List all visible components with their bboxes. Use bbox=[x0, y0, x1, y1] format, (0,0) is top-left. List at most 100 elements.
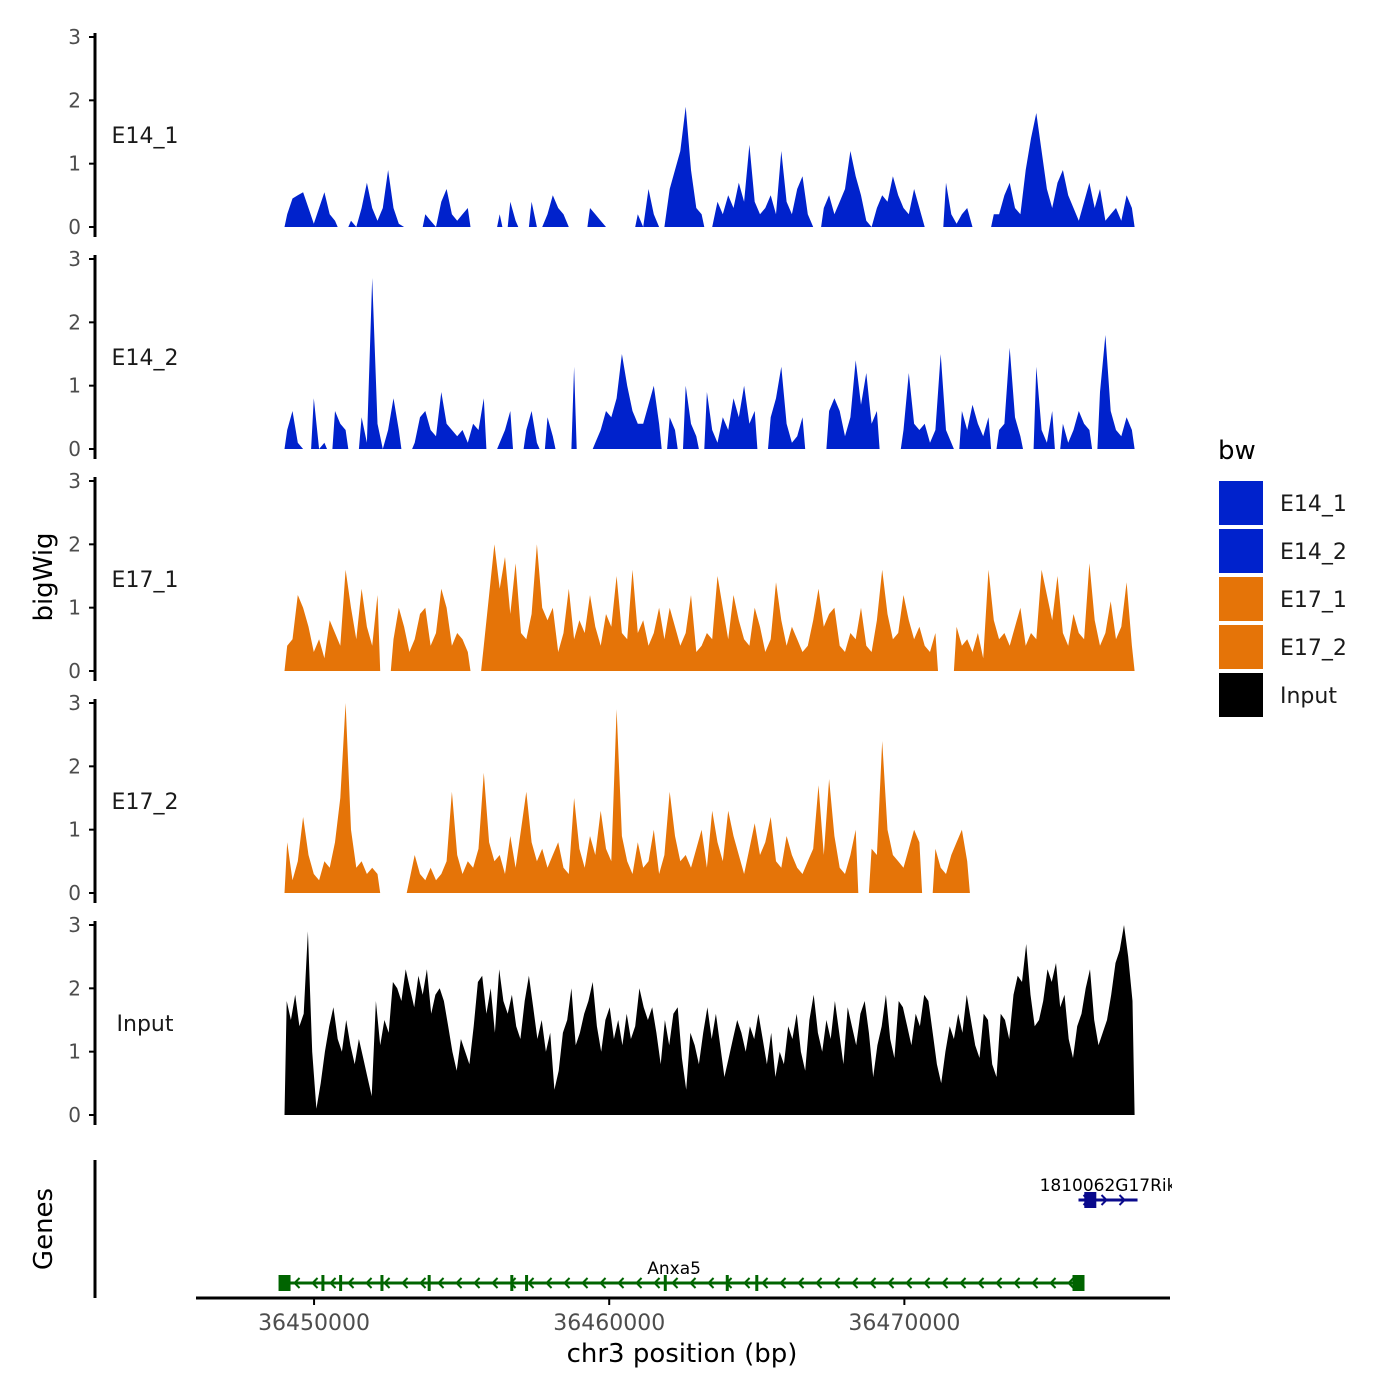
strand-arrow bbox=[617, 1277, 625, 1289]
strand-arrow bbox=[401, 1277, 409, 1289]
coverage-area-E17_1 bbox=[390, 588, 471, 671]
track-E14_1: 0 1 2 3 E14_1 bbox=[68, 25, 1135, 239]
coverage-area-E14_2 bbox=[592, 354, 662, 449]
strand-arrow bbox=[1013, 1277, 1021, 1289]
coverage-area-E14_2 bbox=[311, 398, 327, 449]
strand-arrow bbox=[905, 1277, 913, 1289]
exon-block bbox=[339, 1275, 343, 1291]
coverage-area-E14_2 bbox=[332, 411, 349, 449]
x-tick-label: 36460000 bbox=[553, 1311, 665, 1336]
coverage-area-E14_1 bbox=[284, 192, 338, 227]
y-tick-label: 1 bbox=[68, 596, 81, 620]
strand-arrow bbox=[347, 1277, 355, 1289]
strand-arrow bbox=[653, 1277, 661, 1289]
gene-1810062G17Rik: 1810062G17Rik bbox=[1040, 1176, 1177, 1208]
coverage-area-E14_2 bbox=[683, 385, 699, 449]
y-tick-label: 0 bbox=[68, 659, 81, 683]
track-label: E14_2 bbox=[112, 346, 179, 371]
strand-arrow bbox=[689, 1277, 697, 1289]
coverage-area-E14_1 bbox=[991, 113, 1135, 227]
coverage-area-E14_2 bbox=[1097, 335, 1135, 449]
coverage-area-E14_1 bbox=[943, 182, 981, 227]
strand-arrow bbox=[815, 1277, 823, 1289]
strand-arrow bbox=[545, 1277, 553, 1289]
coverage-area-E14_2 bbox=[523, 411, 540, 449]
x-axis-title: chr3 position (bp) bbox=[567, 1339, 798, 1369]
exon-block bbox=[510, 1275, 514, 1291]
exon-block bbox=[380, 1275, 384, 1291]
strand-arrow bbox=[365, 1277, 373, 1289]
coverage-area-E14_2 bbox=[497, 411, 513, 449]
y-axis-title: bigWig bbox=[29, 532, 59, 621]
coverage-area-E14_2 bbox=[284, 411, 306, 449]
y-tick-label: 3 bbox=[68, 247, 81, 271]
coverage-area-E14_1 bbox=[497, 214, 503, 227]
coverage-area-E17_2 bbox=[868, 741, 923, 893]
coverage-area-E17_2 bbox=[406, 709, 859, 893]
legend-swatch bbox=[1217, 479, 1265, 527]
y-tick-label: 0 bbox=[68, 215, 81, 239]
y-tick-label: 2 bbox=[68, 532, 81, 556]
y-tick-label: 1 bbox=[68, 374, 81, 398]
strand-arrow bbox=[977, 1277, 985, 1289]
legend-item-E17_1: E17_1 bbox=[1217, 575, 1347, 623]
legend-item-E14_1: E14_1 bbox=[1217, 479, 1347, 527]
bigwig-tracks: 0 1 2 3 E14_1 0 1 2 3 E14_2 0 1 2 3 E17_1 0 1 2 3 E17_2 0 1 2 3… bbox=[68, 25, 1135, 1127]
legend-title: bw bbox=[1218, 436, 1256, 466]
strand-arrow bbox=[1049, 1277, 1057, 1289]
legend-label: E17_1 bbox=[1280, 588, 1347, 613]
gene-Anxa5: Anxa5 bbox=[278, 1259, 1085, 1291]
strand-arrow bbox=[329, 1277, 337, 1289]
y-tick-label: 1 bbox=[68, 1040, 81, 1064]
track-Input: 0 1 2 3 Input bbox=[68, 913, 1135, 1127]
coverage-area-E14_2 bbox=[1060, 411, 1093, 449]
strand-arrow bbox=[311, 1277, 319, 1289]
strand-arrow bbox=[527, 1277, 535, 1289]
y-tick-label: 2 bbox=[68, 310, 81, 334]
y-tick-label: 3 bbox=[68, 469, 81, 493]
strand-arrow bbox=[455, 1277, 463, 1289]
strand-arrow bbox=[851, 1277, 859, 1289]
coverage-area-E14_1 bbox=[528, 195, 572, 227]
strand-arrow bbox=[743, 1277, 751, 1289]
coverage-area-E14_2 bbox=[704, 385, 758, 449]
strand-arrow bbox=[797, 1277, 805, 1289]
legend-swatch bbox=[1217, 527, 1265, 575]
genes-panel-title: Genes bbox=[29, 1188, 59, 1270]
track-label: Input bbox=[117, 1012, 174, 1037]
y-tick-label: 3 bbox=[68, 691, 81, 715]
x-tick-label: 36470000 bbox=[848, 1311, 960, 1336]
legend-item-Input: Input bbox=[1217, 671, 1337, 719]
strand-arrow bbox=[923, 1277, 931, 1289]
track-E17_1: 0 1 2 3 E17_1 bbox=[68, 469, 1135, 683]
coverage-area-E14_2 bbox=[996, 347, 1023, 449]
coverage-area-E17_1 bbox=[284, 569, 381, 671]
coverage-area-E14_2 bbox=[667, 417, 678, 449]
y-tick-label: 2 bbox=[68, 88, 81, 112]
coverage-area-E14_2 bbox=[358, 278, 402, 449]
strand-arrow bbox=[599, 1277, 607, 1289]
strand-arrow bbox=[473, 1277, 481, 1289]
strand-arrow bbox=[491, 1277, 499, 1289]
legend-swatch bbox=[1217, 671, 1265, 719]
coverage-area-E14_2 bbox=[959, 404, 992, 449]
y-tick-label: 3 bbox=[68, 913, 81, 937]
strand-arrow bbox=[779, 1277, 787, 1289]
gene-panel: Anxa5 1810062G17Rik bbox=[93, 1160, 1177, 1298]
strand-arrow bbox=[635, 1277, 643, 1289]
exon-block bbox=[1072, 1275, 1085, 1291]
strand-arrow bbox=[581, 1277, 589, 1289]
strand-arrow bbox=[293, 1277, 301, 1289]
exon-block bbox=[427, 1275, 431, 1291]
strand-arrow bbox=[833, 1277, 841, 1289]
strand-arrow bbox=[383, 1277, 391, 1289]
y-tick-label: 2 bbox=[68, 754, 81, 778]
coverage-area-E17_2 bbox=[932, 829, 970, 893]
x-axis: 36450000 36460000 36470000 bbox=[196, 1296, 1170, 1336]
legend-item-E14_2: E14_2 bbox=[1217, 527, 1347, 575]
strand-arrow bbox=[1067, 1277, 1075, 1289]
gene-label: 1810062G17Rik bbox=[1040, 1176, 1177, 1196]
coverage-area-E14_2 bbox=[1033, 366, 1055, 449]
y-tick-label: 2 bbox=[68, 976, 81, 1000]
